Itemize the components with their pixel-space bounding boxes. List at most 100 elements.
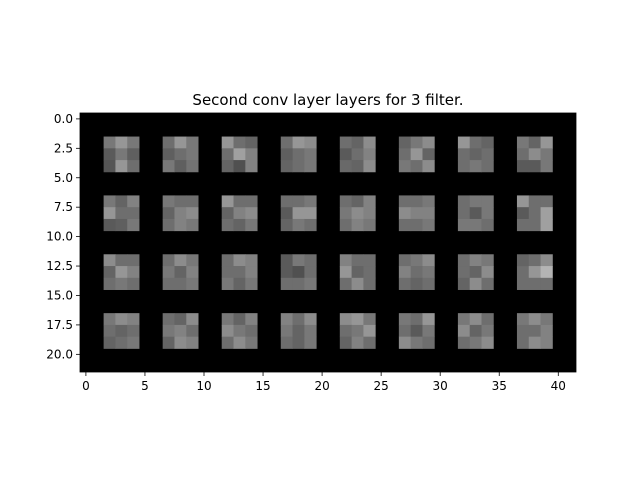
heatmap-cell — [457, 336, 471, 349]
heatmap-cell — [398, 195, 412, 208]
filter-tile — [221, 195, 258, 232]
heatmap-cell — [103, 254, 116, 267]
heatmap-cell — [422, 277, 435, 290]
heatmap-cell — [127, 195, 140, 208]
heatmap-cell — [233, 160, 246, 173]
filter-tile — [280, 313, 317, 349]
heatmap-cell — [292, 313, 305, 326]
filter-tile — [221, 136, 258, 173]
heatmap-cell — [422, 336, 435, 349]
heatmap-cell — [528, 207, 541, 220]
heatmap-cell — [422, 254, 435, 267]
heatmap-cell — [292, 195, 305, 208]
heatmap-cell — [351, 136, 364, 149]
heatmap-cell — [245, 254, 258, 267]
heatmap-cell — [280, 313, 293, 326]
x-tick-label: 20 — [314, 379, 329, 393]
heatmap-cell — [280, 254, 293, 267]
heatmap-cell — [174, 207, 187, 220]
heatmap-cell — [481, 160, 494, 173]
heatmap-cell — [292, 136, 305, 149]
heatmap-cell — [469, 195, 482, 208]
heatmap-cell — [410, 207, 423, 220]
filter-tile — [457, 313, 494, 349]
heatmap-cell — [363, 266, 376, 279]
heatmap-cell — [304, 218, 317, 232]
heatmap-cell — [221, 218, 234, 232]
heatmap-cell — [162, 160, 175, 173]
heatmap-cell — [339, 313, 353, 326]
filter-tile — [398, 136, 435, 173]
heatmap-cell — [174, 148, 187, 161]
heatmap-cell — [457, 313, 471, 326]
x-tick-label: 30 — [433, 379, 448, 393]
y-tick-label: 7.5 — [54, 200, 73, 214]
heatmap-cell — [398, 160, 412, 173]
heatmap-cell — [410, 195, 423, 208]
heatmap-cell — [221, 160, 234, 173]
heatmap-cell — [339, 218, 353, 232]
heatmap-cell — [304, 254, 317, 267]
filter-tile — [516, 313, 553, 349]
heatmap-cell — [186, 207, 199, 220]
heatmap-cell — [363, 336, 376, 349]
heatmap-cell — [351, 148, 364, 161]
heatmap-cell — [457, 254, 471, 267]
heatmap-cell — [115, 254, 128, 267]
heatmap-cell — [127, 148, 140, 161]
heatmap-cell — [540, 195, 553, 208]
heatmap-cell — [103, 218, 116, 232]
heatmap-cell — [540, 313, 553, 326]
heatmap-cell — [245, 195, 258, 208]
heatmap-cell — [127, 277, 140, 290]
heatmap-cell — [410, 336, 423, 349]
filter-tile — [280, 254, 317, 290]
heatmap-cell — [457, 195, 471, 208]
heatmap-cell — [516, 324, 530, 338]
heatmap-cell — [186, 148, 199, 161]
heatmap-cell — [528, 218, 541, 232]
heatmap-cell — [422, 195, 435, 208]
heatmap-cell — [339, 207, 353, 220]
heatmap-cell — [422, 313, 435, 326]
heatmap-cell — [398, 218, 412, 232]
x-tick-label: 25 — [374, 379, 389, 393]
heatmap-cell — [363, 254, 376, 267]
heatmap-cell — [186, 277, 199, 290]
heatmap-cell — [304, 195, 317, 208]
heatmap-cell — [481, 266, 494, 279]
heatmap-cell — [127, 313, 140, 326]
heatmap-cell — [469, 207, 482, 220]
heatmap-cell — [351, 336, 364, 349]
heatmap-cell — [457, 324, 471, 338]
heatmap-cell — [410, 313, 423, 326]
heatmap-cell — [233, 195, 246, 208]
heatmap-cell — [516, 218, 530, 232]
heatmap-cell — [351, 218, 364, 232]
heatmap-cell — [233, 324, 246, 338]
heatmap-cell — [540, 277, 553, 290]
filter-tile — [516, 136, 553, 173]
heatmap-cell — [540, 254, 553, 267]
heatmap-cell — [127, 254, 140, 267]
heatmap-cell — [186, 324, 199, 338]
heatmap-cell — [127, 336, 140, 349]
heatmap-cell — [528, 313, 541, 326]
heatmap-cell — [115, 336, 128, 349]
heatmap-cell — [422, 160, 435, 173]
heatmap-cell — [422, 207, 435, 220]
heatmap-cell — [127, 207, 140, 220]
heatmap-cell — [339, 336, 353, 349]
heatmap-cell — [162, 324, 175, 338]
heatmap-cell — [481, 218, 494, 232]
heatmap-cell — [457, 148, 471, 161]
filter-tile — [339, 195, 376, 232]
heatmap-cell — [103, 266, 116, 279]
heatmap-cell — [221, 254, 234, 267]
heatmap-cell — [245, 218, 258, 232]
filter-tile — [221, 254, 258, 290]
heatmap-cell — [481, 313, 494, 326]
heatmap-cell — [127, 136, 140, 149]
heatmap-cell — [162, 266, 175, 279]
